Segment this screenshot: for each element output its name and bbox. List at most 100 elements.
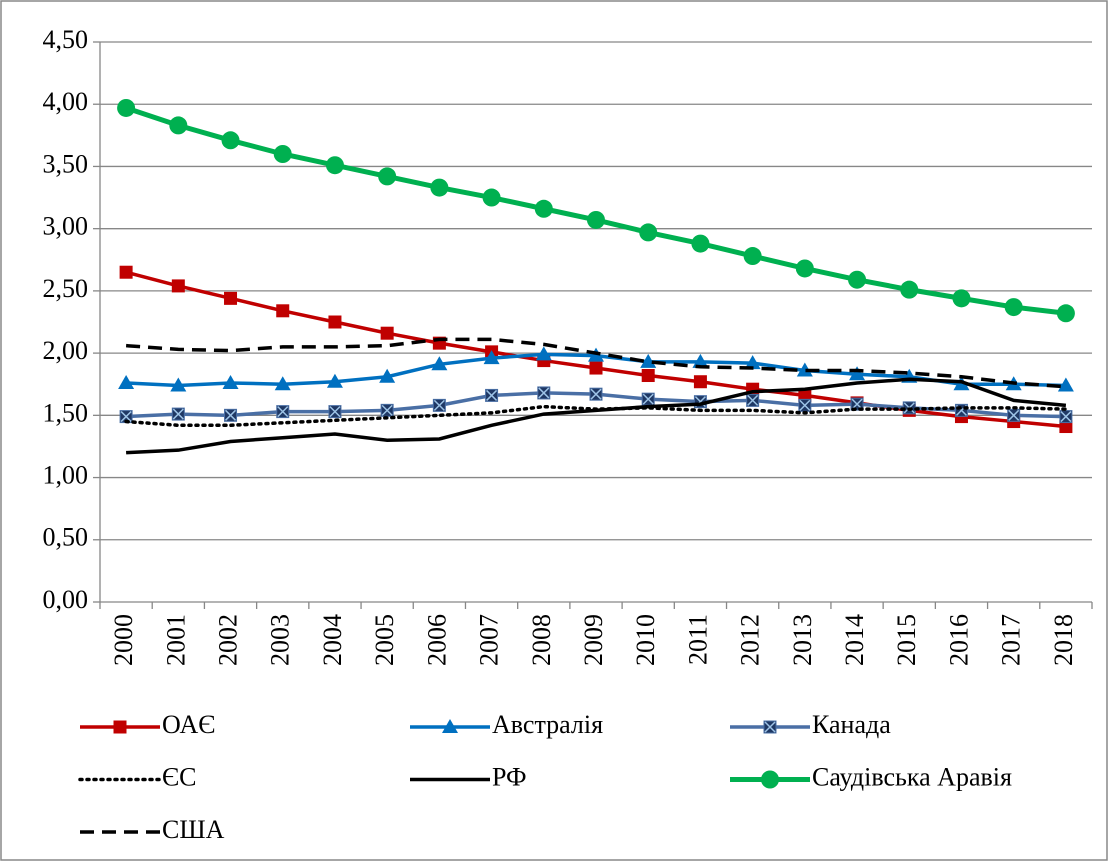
marker-cross [642,393,654,405]
marker-cross [538,387,550,399]
x-tick-label: 2015 [892,614,921,666]
point [900,280,919,299]
x-tick-label: 2017 [997,614,1026,666]
point [325,156,344,175]
y-tick-label: 2,50 [43,274,89,303]
point [1057,377,1074,392]
point [485,388,499,402]
point [1007,408,1021,422]
y-tick-label: 3,50 [43,149,89,178]
point [796,362,813,377]
point [221,131,240,150]
point [119,265,133,279]
x-tick-label: 2000 [109,614,138,666]
point [849,366,866,381]
point [328,405,342,419]
point [641,392,655,406]
point [224,408,238,422]
x-tick-label: 2003 [266,614,295,666]
marker-cross [799,399,811,411]
x-tick-label: 2009 [579,614,608,666]
point [483,350,500,365]
point [1059,410,1073,424]
y-tick-label: 0,00 [43,585,89,614]
marker-cross [277,406,289,418]
marker-cross [224,409,237,421]
marker-cross [486,389,498,401]
legend-label: США [162,815,225,844]
y-tick-label: 4,50 [43,25,89,54]
point [328,315,342,329]
marker-cross [433,399,445,411]
legend-marker [113,720,127,734]
legend-marker [761,770,779,789]
point [171,407,185,421]
legend-marker [442,719,458,733]
point [117,98,136,117]
point [744,355,761,370]
x-tick-label: 2007 [475,614,504,666]
point [640,353,657,368]
point [1004,298,1023,317]
point [482,188,501,207]
marker-cross [1008,409,1020,421]
y-tick-label: 1,00 [43,461,89,490]
legend-label: РФ [492,762,527,791]
marker-cross [172,408,184,420]
x-tick-label: 2001 [161,614,190,666]
x-tick-label: 2006 [422,614,451,666]
point [795,259,814,278]
point [798,398,812,412]
legend-marker [763,720,777,734]
point [378,167,397,186]
point [850,397,864,411]
x-tick-label: 2011 [683,614,712,665]
point [692,353,709,368]
point [432,398,446,412]
marker-cross [329,406,341,418]
marker-cross [590,388,602,400]
point [273,145,292,163]
series-line [126,377,1067,455]
marker-cross [747,394,759,406]
x-tick-label: 2014 [840,614,869,666]
x-tick-label: 2008 [527,614,556,666]
point [589,361,603,375]
series-line [125,337,1067,389]
x-tick-label: 2016 [944,614,973,666]
legend-label: Саудівська Аравія [812,762,1012,791]
marker-cross [120,411,132,423]
marker-cross [381,404,393,416]
point [431,356,448,371]
y-tick-label: 3,00 [43,212,89,241]
marker-cross [1060,411,1072,423]
point [639,223,658,242]
point [743,247,762,266]
point [380,403,394,417]
point [379,368,396,383]
y-tick-label: 4,00 [43,87,89,116]
point [746,393,760,407]
point [589,387,603,401]
point [169,116,188,135]
x-tick-label: 2002 [213,614,242,666]
point [380,326,394,340]
x-tick-label: 2005 [370,614,399,666]
marker-cross [764,721,776,733]
y-tick-label: 1,50 [43,398,89,427]
point [118,374,135,389]
point [952,289,971,308]
x-tick-label: 2013 [788,614,817,666]
point [430,178,449,197]
legend-label: Австралія [492,710,603,739]
point [587,210,605,229]
point [276,304,290,318]
point [170,377,187,392]
x-tick-label: 2018 [1049,614,1078,666]
point [222,374,239,389]
legend-label: ЄС [162,762,197,791]
point [326,373,343,388]
point [691,234,710,253]
y-tick-label: 0,50 [43,523,89,552]
